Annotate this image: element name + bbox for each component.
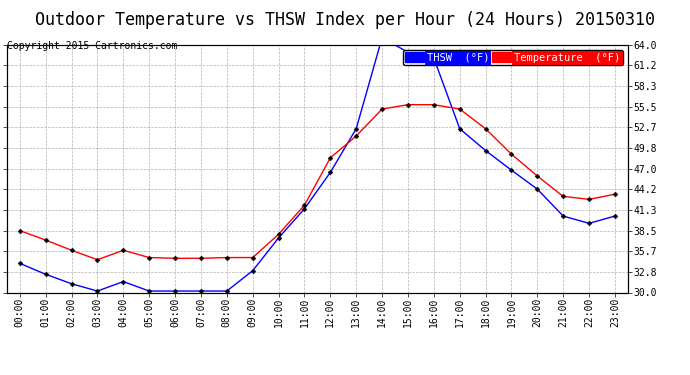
Text: Outdoor Temperature vs THSW Index per Hour (24 Hours) 20150310: Outdoor Temperature vs THSW Index per Ho… xyxy=(35,11,655,29)
Text: Copyright 2015 Cartronics.com: Copyright 2015 Cartronics.com xyxy=(7,41,177,51)
Legend: THSW  (°F), Temperature  (°F): THSW (°F), Temperature (°F) xyxy=(403,50,622,65)
